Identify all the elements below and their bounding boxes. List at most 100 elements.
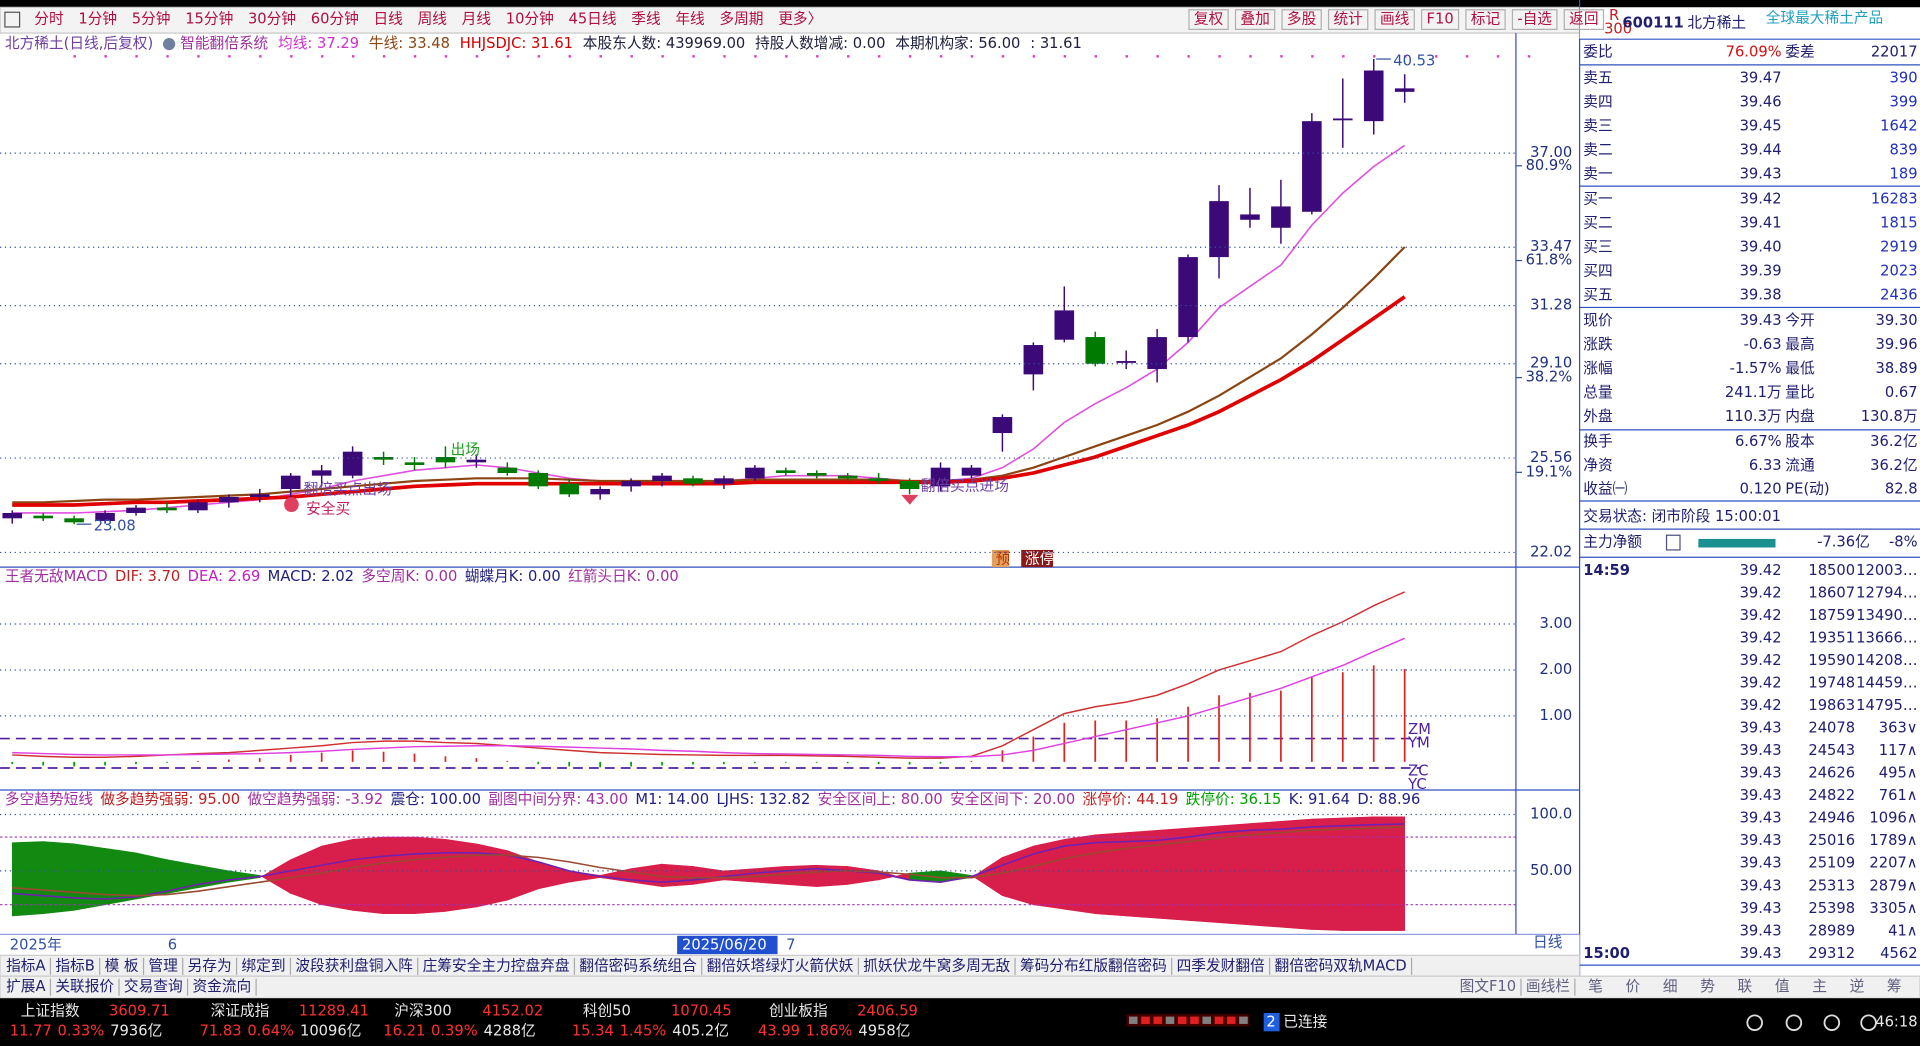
tool-button[interactable]: -自选: [1517, 11, 1552, 28]
quote-tab[interactable]: 筹: [1887, 978, 1902, 995]
quote-volume: 390: [1890, 69, 1918, 86]
mini-bar: [1202, 1016, 1212, 1024]
tool-button[interactable]: 画线: [1380, 11, 1410, 28]
period-tab[interactable]: 月线: [462, 11, 492, 28]
indicator-tab[interactable]: 抓妖伏龙牛窝多周无敌: [863, 956, 1010, 974]
quote-value: 130.8万: [1861, 408, 1918, 425]
period-tab[interactable]: 更多〉: [778, 11, 822, 28]
tick-amount: 2207∧: [1869, 855, 1917, 872]
candle-body: [126, 507, 146, 513]
period-tab[interactable]: 1分钟: [78, 11, 117, 28]
flow-pct: -8%: [1889, 534, 1918, 551]
tray-icon[interactable]: [1823, 1014, 1841, 1031]
tool-button[interactable]: 返回: [1569, 11, 1598, 28]
stock-name: 北方稀土: [1687, 14, 1746, 31]
indicator-toggle[interactable]: [163, 37, 176, 51]
connection-badge: 2: [1266, 1014, 1275, 1031]
quote-tab[interactable]: 细: [1663, 978, 1678, 995]
period-tab[interactable]: 15分钟: [185, 11, 233, 28]
tool-button-box[interactable]: [1281, 9, 1322, 31]
quote-tab[interactable]: 价: [1626, 978, 1641, 995]
indicator-tab[interactable]: 指标B: [55, 957, 94, 974]
tool-button-box[interactable]: [1374, 9, 1415, 31]
tick-price: 39.43: [1740, 945, 1782, 962]
tool-button-box[interactable]: [1563, 9, 1605, 31]
period-tab[interactable]: 60分钟: [311, 11, 359, 28]
y-tick-label: 50.00: [1530, 862, 1572, 879]
clock: 46:18: [1875, 1014, 1917, 1031]
indicator-tab[interactable]: 绑定到: [241, 957, 285, 974]
extension-tab[interactable]: 图文F10: [1460, 978, 1517, 995]
extension-tab[interactable]: 扩展A: [6, 978, 45, 995]
tool-button[interactable]: 标记: [1471, 11, 1501, 28]
quote-volume: 399: [1890, 93, 1918, 110]
tick-amount: 495∧: [1879, 765, 1918, 782]
quote-tab[interactable]: 势: [1700, 978, 1715, 995]
period-tab[interactable]: 30分钟: [248, 11, 296, 28]
quote-label: 买五: [1583, 287, 1612, 304]
top-strip: [0, 0, 1920, 8]
tool-button[interactable]: 复权: [1194, 10, 1224, 28]
readout: 持股人数增减: 0.00: [755, 35, 885, 52]
indicator-tab[interactable]: 筹码分布红版翻倍密码: [1020, 957, 1167, 974]
marker-dot: [939, 55, 943, 58]
quote-tab[interactable]: 主: [1812, 978, 1827, 995]
tool-button[interactable]: 统计: [1333, 11, 1363, 28]
indicator-tab[interactable]: 波段获利盘铜入阵: [295, 956, 413, 974]
tray-icon[interactable]: [1785, 1014, 1803, 1031]
tick-price: 39.42: [1740, 674, 1782, 691]
candle-body: [95, 512, 115, 521]
candle-body: [311, 470, 332, 476]
tool-button[interactable]: F10: [1427, 11, 1454, 28]
extension-tab[interactable]: 关联报价: [55, 978, 114, 995]
period-tab[interactable]: 10分钟: [506, 11, 554, 28]
tool-button[interactable]: 多股: [1287, 11, 1317, 28]
trend-cloud: [1094, 832, 1127, 917]
quote-value: 39.43: [1740, 165, 1782, 182]
quote-tab[interactable]: 笔: [1588, 978, 1603, 995]
period-tab[interactable]: 多周期: [719, 11, 763, 28]
tool-button-box[interactable]: [1421, 9, 1460, 31]
indicator-tab[interactable]: 翻倍密码系统组合: [579, 957, 697, 974]
tool-button-box[interactable]: [1327, 9, 1369, 31]
period-tab[interactable]: 日线: [374, 11, 404, 28]
quote-label: 净资: [1583, 457, 1612, 474]
indicator-tab[interactable]: 模 板: [105, 956, 139, 974]
indicator-tab[interactable]: 指标A: [6, 957, 45, 974]
signal-label: 翻倍买点进场: [921, 477, 1009, 494]
indicator-tab[interactable]: 翻倍密码双轨MACD: [1275, 957, 1407, 974]
tool-button-box[interactable]: [1511, 9, 1558, 31]
tray-icon[interactable]: [1746, 1014, 1763, 1031]
tool-button-box[interactable]: [1465, 9, 1506, 31]
period-tab[interactable]: 45日线: [569, 11, 617, 28]
period-tab[interactable]: 周线: [418, 11, 448, 28]
tool-button-box[interactable]: [1188, 9, 1229, 31]
toolbar-icon[interactable]: [4, 11, 21, 28]
quote-tab[interactable]: 值: [1775, 978, 1790, 995]
extension-tab[interactable]: 资金流向: [192, 978, 251, 995]
candle-body: [466, 459, 487, 463]
tool-button-box[interactable]: [1234, 9, 1276, 31]
tool-button[interactable]: 叠加: [1240, 11, 1269, 28]
quote-volume: 2023: [1880, 263, 1917, 280]
quote-tab[interactable]: 联: [1738, 978, 1753, 995]
tray-icon[interactable]: [1860, 1014, 1877, 1031]
candle-body: [992, 417, 1013, 434]
indicator-tab[interactable]: 四季发财翻倍: [1177, 957, 1265, 974]
date-label: 6: [168, 937, 177, 954]
indicator-tab[interactable]: 另存为: [188, 957, 232, 974]
period-tab[interactable]: 5分钟: [132, 11, 171, 28]
indicator-tab[interactable]: 翻倍妖塔绿灯火箭伏妖: [707, 956, 854, 974]
extension-tab[interactable]: 交易查询: [124, 977, 183, 995]
indicator-tab[interactable]: 庄筹安全主力控盘弃盘: [423, 956, 570, 974]
extension-tab[interactable]: 画线栏: [1526, 978, 1570, 995]
index-pct: 1.86%: [806, 1022, 853, 1039]
connection-status: 已连接: [1283, 1014, 1327, 1031]
period-tab[interactable]: 分时: [34, 11, 64, 28]
period-tab[interactable]: 年线: [675, 11, 705, 28]
quote-tab[interactable]: 逆: [1850, 978, 1865, 995]
tick-price: 39.43: [1740, 787, 1782, 804]
period-tab[interactable]: 季线: [631, 11, 661, 28]
quote-label: 买一: [1583, 191, 1613, 208]
indicator-tab[interactable]: 管理: [148, 957, 178, 974]
